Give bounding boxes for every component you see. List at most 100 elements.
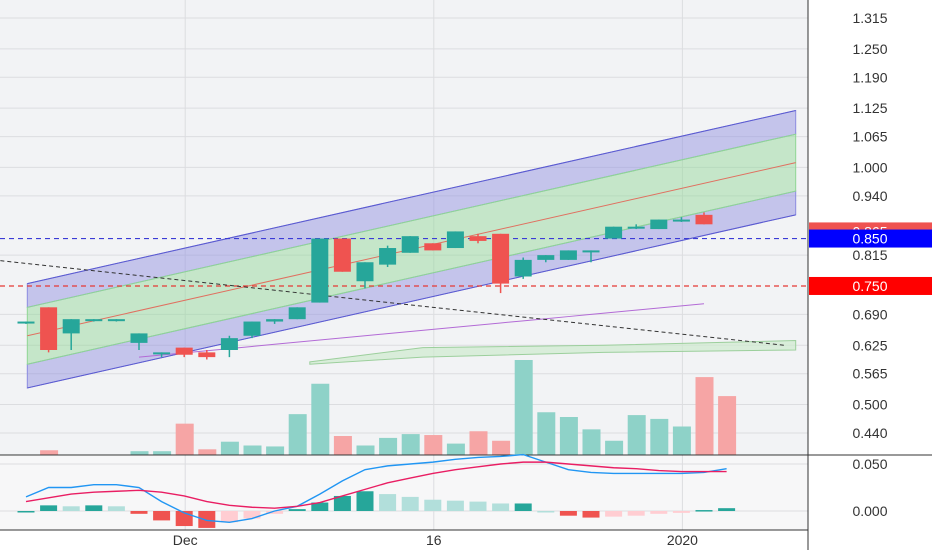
candle-body	[130, 333, 148, 343]
y-tick-label: 1.000	[852, 159, 887, 175]
y-tick-label: 1.065	[852, 129, 887, 145]
candle-body	[401, 236, 419, 253]
candle	[175, 347, 193, 358]
volume-bar	[130, 451, 149, 455]
volume-bar	[650, 418, 669, 455]
osc-histogram-bar	[537, 511, 555, 513]
y-tick-label: 0.690	[852, 306, 887, 322]
candle-body	[492, 233, 510, 284]
candle	[333, 238, 351, 272]
osc-histogram-bar	[130, 511, 148, 514]
osc-y-tick-label: 0.000	[852, 503, 887, 519]
candle	[672, 217, 690, 222]
osc-histogram-bar	[695, 510, 713, 512]
volume-bar	[469, 431, 488, 455]
osc-histogram-bar	[672, 511, 690, 513]
candle-body	[266, 319, 284, 322]
candle	[62, 319, 80, 350]
candle	[514, 257, 532, 279]
y-tick-label: 1.125	[852, 100, 887, 116]
volume-bar	[605, 440, 624, 455]
price-label-box-2	[809, 276, 932, 295]
osc-histogram-bar	[107, 506, 125, 511]
y-tick-label: 1.315	[852, 10, 887, 26]
osc-series-line-1	[25, 461, 727, 509]
candles	[17, 212, 713, 360]
volume-bar	[695, 377, 714, 455]
osc-histogram-bar	[311, 502, 329, 511]
y-tick-label: 1.190	[852, 69, 887, 85]
candle-body	[627, 226, 645, 229]
volume-bar	[243, 445, 262, 455]
osc-histogram-bar	[220, 511, 238, 523]
channel-bottom-edge	[27, 214, 796, 389]
candle-body	[288, 307, 306, 320]
volume-bars	[40, 360, 737, 455]
candle	[40, 307, 58, 353]
osc-histogram-bar	[379, 494, 397, 511]
y-tick-label: 0.565	[852, 366, 887, 382]
candle	[220, 335, 238, 358]
y-tick-label: 0.440	[852, 425, 887, 441]
y-tick-label: 0.625	[852, 337, 887, 353]
y-tick-label: 0.940	[852, 188, 887, 204]
candle-body	[198, 352, 216, 358]
candle-body	[220, 338, 238, 350]
candle-body	[537, 255, 555, 260]
candle-body	[40, 307, 58, 350]
volume-bar	[424, 435, 443, 455]
osc-histogram-bar	[198, 511, 216, 528]
price-label-text: 0.750	[852, 278, 887, 294]
candle-body	[153, 352, 171, 355]
osc-histogram-bar	[424, 499, 442, 511]
volume-bar	[401, 434, 420, 455]
y-tick-label: 0.815	[852, 247, 887, 263]
candle	[107, 319, 125, 322]
candle	[695, 212, 713, 225]
candle	[469, 233, 487, 244]
osc-histogram-bar	[627, 511, 645, 516]
channel-top-edge	[27, 109, 796, 285]
volume-bar	[266, 446, 285, 455]
cloud-area	[309, 340, 797, 365]
volume-bar	[220, 441, 239, 455]
osc-y-tick-label: 0.050	[852, 456, 887, 472]
candle	[627, 224, 645, 230]
x-tick-label: 2020	[667, 532, 698, 548]
candle	[198, 350, 216, 360]
volume-bar	[288, 414, 307, 455]
candle	[17, 321, 35, 324]
osc-histogram-bar	[605, 511, 623, 517]
osc-histogram-bar	[582, 511, 600, 518]
candle-body	[17, 321, 35, 324]
volume-bar	[311, 383, 330, 455]
candle-body	[85, 319, 103, 322]
candle-body	[356, 262, 374, 282]
osc-histogram-bar	[356, 491, 374, 511]
oscillator-pane-background	[0, 456, 808, 530]
candle	[85, 319, 103, 322]
volume-bar	[40, 450, 59, 455]
volume-bar	[175, 423, 194, 455]
volume-bar	[559, 417, 578, 455]
candle	[266, 319, 284, 324]
candle	[605, 226, 623, 239]
price-label-text: 0.850	[852, 231, 887, 247]
candle-body	[311, 238, 329, 303]
volume-bar	[672, 426, 691, 455]
candle	[559, 250, 577, 260]
candle-body	[559, 250, 577, 260]
osc-histogram-bar	[401, 496, 419, 511]
candle	[288, 307, 306, 320]
volume-bar	[627, 415, 646, 455]
candle-body	[582, 250, 600, 253]
candle-body	[175, 347, 193, 355]
osc-histogram-bar	[333, 495, 351, 511]
volume-bar	[198, 449, 217, 455]
osc-histogram-bar	[650, 511, 668, 514]
candle	[401, 236, 419, 253]
x-tick-label: 16	[426, 532, 442, 548]
volume-bar	[446, 443, 465, 455]
